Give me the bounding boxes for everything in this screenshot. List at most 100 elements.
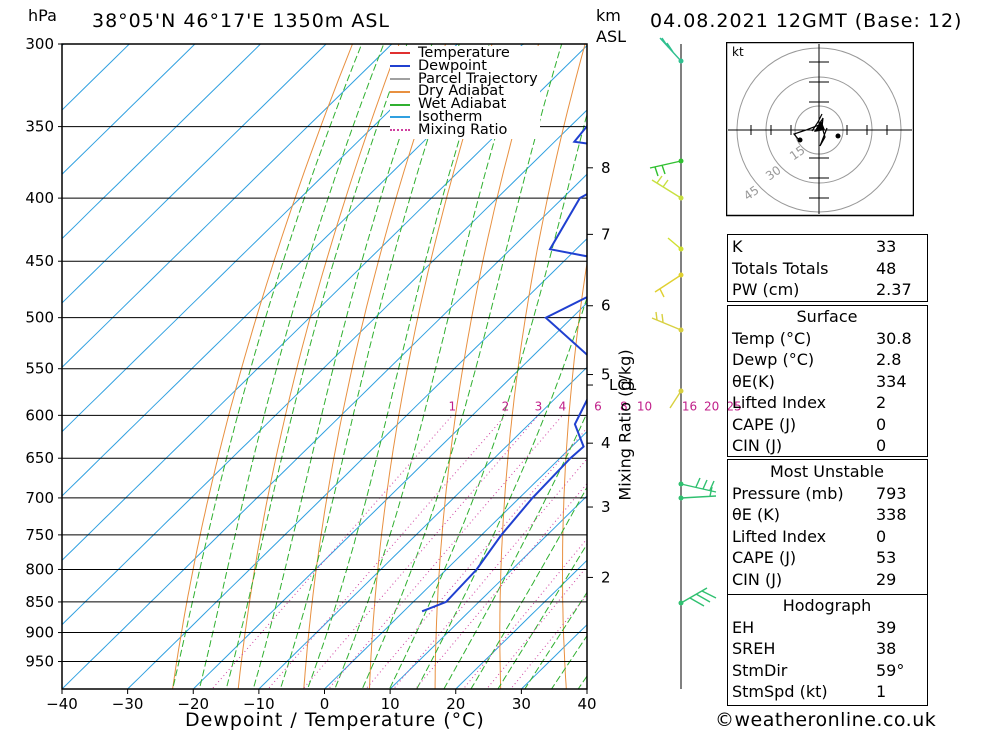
index-value: 2.37 <box>876 280 912 300</box>
index-label: SREH <box>732 639 776 659</box>
isotherm-line <box>62 44 459 433</box>
index-label: PW (cm) <box>732 280 800 300</box>
wind-level-dot <box>678 481 684 487</box>
pressure-tick-label: 300 <box>25 35 54 53</box>
x-tick-label: 40 <box>577 695 596 713</box>
pressure-tick-label: 900 <box>25 624 54 642</box>
index-row: K 33 <box>728 236 926 258</box>
index-value: 59° <box>876 660 905 680</box>
index-label: CAPE (J) <box>732 548 797 568</box>
indices-table-1: K 33 Totals Totals 48 PW (cm) 2.37 <box>728 236 926 301</box>
wind-level-dot <box>678 495 684 501</box>
x-tick-label: −20 <box>177 695 209 713</box>
wind-level-dot <box>678 272 684 278</box>
dry-adiabat-line <box>368 44 493 689</box>
pressure-tick-label: 450 <box>25 252 54 270</box>
index-label: θE(K) <box>732 371 775 391</box>
indices-table-surface: Surface Temp (°C) 30.8 Dewp (°C) 2.8 θE(K)… <box>728 306 926 457</box>
pressure-tick-label: 650 <box>25 449 54 467</box>
pressure-tick-label: 750 <box>25 526 54 544</box>
legend-label: Dry Adiabat <box>418 83 504 100</box>
dry-adiabat-line <box>562 259 587 689</box>
legend-swatch <box>390 103 410 106</box>
hodograph-point <box>835 133 841 139</box>
wet-adiabat-line <box>550 634 587 689</box>
mixing-ratio-label: 20 <box>704 399 719 413</box>
dry-adiabat-line <box>172 44 354 689</box>
index-value: 0 <box>876 414 887 434</box>
hpa-unit-label: hPa <box>28 6 57 25</box>
index-row: θE(K) 334 <box>728 371 926 393</box>
hodograph-storm-marker <box>814 120 825 132</box>
wet-adiabat-line <box>470 486 587 689</box>
legend-label: Mixing Ratio <box>418 121 508 138</box>
index-label: K <box>732 237 743 257</box>
legend-label: Parcel Trajectory <box>418 70 538 87</box>
wind-level-dot <box>678 388 684 394</box>
height-tick-label: 8 <box>601 159 611 177</box>
index-label: EH <box>732 617 755 637</box>
hodograph: kt 15 30 45 <box>726 42 914 217</box>
mixing-ratio-line <box>267 414 506 689</box>
wind-level-dot <box>678 195 684 201</box>
index-row: SREH 38 <box>728 638 926 660</box>
legend-item: Temperature <box>390 46 538 60</box>
index-value: 48 <box>876 258 897 278</box>
surface-section-title: Surface <box>796 307 858 327</box>
dry-adiabat-line <box>237 44 400 689</box>
legend-swatch <box>390 52 410 55</box>
index-value: 29 <box>876 569 897 589</box>
index-label: θE (K) <box>732 505 780 525</box>
isotherm-line <box>258 366 587 689</box>
index-label: Pressure (mb) <box>732 483 844 503</box>
x-axis-label: Dewpoint / Temperature (°C) <box>185 709 485 731</box>
wind-level-dot <box>678 600 684 606</box>
index-value: 0 <box>876 436 887 456</box>
pressure-tick-label: 400 <box>25 189 54 207</box>
index-row: StmDir 59° <box>728 660 926 682</box>
wind-barb <box>669 390 682 409</box>
index-value: 38 <box>876 639 897 659</box>
wet-adiabat-line <box>172 44 363 689</box>
index-value: 0 <box>876 526 887 546</box>
index-row: CAPE (J) 0 <box>728 414 926 436</box>
copyright-link[interactable]: ©weatheronline.co.uk <box>715 709 937 731</box>
isotherm-line <box>62 44 327 304</box>
wet-adiabat-line <box>334 44 524 689</box>
index-value: 1 <box>876 682 887 702</box>
wind-barb <box>649 160 682 177</box>
mixing-ratio-label: 2 <box>502 399 510 413</box>
legend-swatch <box>390 77 410 80</box>
index-label: Dewp (°C) <box>732 350 815 370</box>
mixing-ratio-label: 3 <box>535 399 543 413</box>
pressure-tick-label: 500 <box>25 309 54 327</box>
dry-adiabat-line <box>303 44 447 689</box>
dry-adiabat-line <box>499 44 586 689</box>
wind-level-dot <box>678 246 684 252</box>
mixing-ratio-line <box>392 458 587 689</box>
wind-level-dot <box>678 58 684 64</box>
index-row: Totals Totals 48 <box>728 258 926 280</box>
wet-adiabat-line <box>416 296 587 689</box>
index-label: StmDir <box>732 660 788 680</box>
isotherm-line <box>62 44 587 562</box>
index-value: 2.8 <box>876 350 902 370</box>
legend-swatch <box>390 65 410 68</box>
x-tick-label: 20 <box>446 695 465 713</box>
index-row: Lifted Index 2 <box>728 392 926 414</box>
indices-table-most-unstable: Most Unstable Pressure (mb) 793 θE (K) 338… <box>728 461 926 590</box>
index-row: Pressure (mb) 793 <box>728 483 926 505</box>
legend-item: Dry Adiabat <box>390 83 538 100</box>
mixing-ratio-label: 16 <box>682 399 697 413</box>
wet-adiabat-line <box>198 44 385 689</box>
index-row: Dewp (°C) 2.8 <box>728 349 926 371</box>
dry-adiabat-line <box>434 44 540 689</box>
wind-level-dot <box>678 158 684 164</box>
isotherm-line <box>62 44 262 240</box>
wind-barb <box>651 175 682 199</box>
index-row: CIN (J) 29 <box>728 569 926 591</box>
pressure-tick-label: 600 <box>25 406 54 424</box>
mixing-ratio-line <box>302 414 539 689</box>
indices-box-1 <box>727 234 928 302</box>
